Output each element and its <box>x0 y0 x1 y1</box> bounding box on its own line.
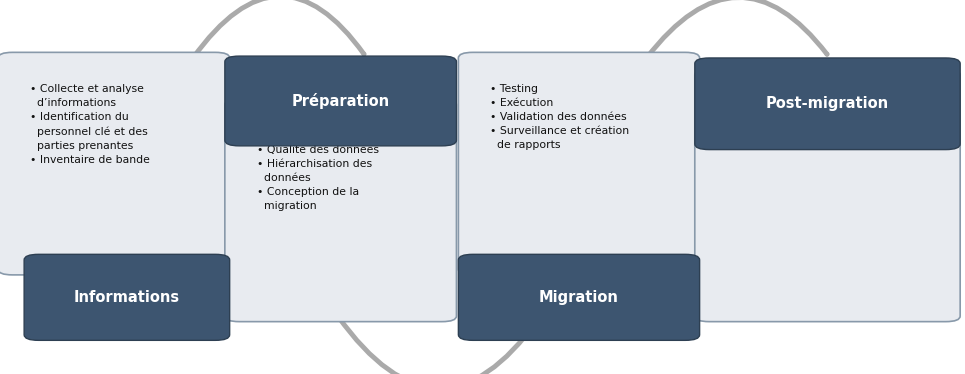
FancyBboxPatch shape <box>24 254 230 340</box>
Text: Post-migration: Post-migration <box>766 96 889 111</box>
Text: • Collecte et analyse
  d’informations
• Identification du
  personnel clé et de: • Collecte et analyse d’informations • I… <box>30 84 150 165</box>
FancyBboxPatch shape <box>225 99 456 322</box>
Text: • Nettoyage
• Élimination de bande: • Nettoyage • Élimination de bande <box>727 101 852 125</box>
FancyBboxPatch shape <box>695 58 960 150</box>
FancyBboxPatch shape <box>695 69 960 322</box>
FancyArrowPatch shape <box>647 0 827 58</box>
Text: Migration: Migration <box>539 290 619 305</box>
Text: • Testing
• Exécution
• Validation des données
• Surveillance et création
  de r: • Testing • Exécution • Validation des d… <box>490 84 629 150</box>
Text: Préparation: Préparation <box>291 93 390 109</box>
Text: • Analyse des données
• Qualité des données
• Hiérarchisation des
  données
• Co: • Analyse des données • Qualité des donn… <box>257 131 382 211</box>
FancyBboxPatch shape <box>458 52 700 275</box>
FancyBboxPatch shape <box>458 254 700 340</box>
Text: Informations: Informations <box>74 290 179 305</box>
FancyArrowPatch shape <box>193 0 364 58</box>
FancyBboxPatch shape <box>0 52 230 275</box>
FancyBboxPatch shape <box>225 56 456 146</box>
FancyArrowPatch shape <box>338 316 538 374</box>
